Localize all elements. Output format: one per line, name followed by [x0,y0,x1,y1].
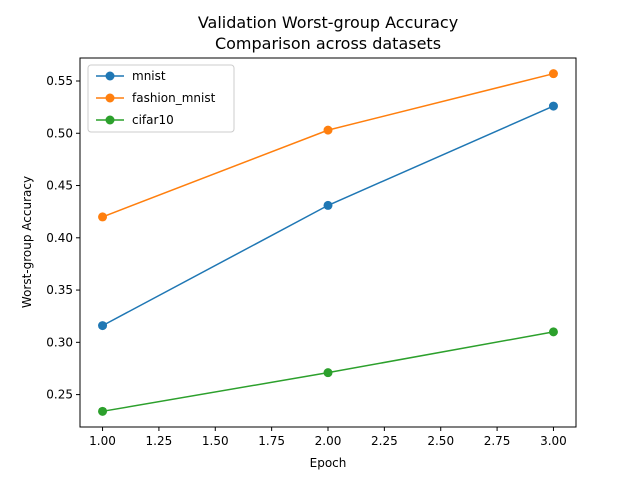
legend-label: cifar10 [132,113,174,127]
x-tick-label: 1.00 [89,434,116,448]
y-tick-label: 0.30 [46,335,73,349]
data-point-mnist [98,321,108,331]
y-tick-label: 0.35 [46,283,73,297]
x-axis-label: Epoch [310,456,347,470]
y-tick-label: 0.25 [46,388,73,402]
data-point-fashion_mnist [323,125,333,135]
x-tick-label: 1.50 [202,434,229,448]
y-tick-label: 0.40 [46,231,73,245]
data-point-cifar10 [548,327,558,337]
data-point-cifar10 [98,406,108,416]
legend-label: fashion_mnist [132,91,216,105]
legend-label: mnist [132,69,166,83]
y-tick-label: 0.45 [46,179,73,193]
legend-swatch-marker [105,115,115,125]
chart-title: Validation Worst-group Accuracy [198,13,458,32]
y-tick-label: 0.55 [46,74,73,88]
x-tick-label: 2.75 [484,434,511,448]
x-tick-label: 1.25 [146,434,173,448]
data-point-fashion_mnist [98,212,108,222]
legend-swatch-marker [105,71,115,81]
legend: mnist fashion_mnist cifar10 [87,64,235,133]
data-point-mnist [323,200,333,210]
x-axis: 1.00 1.25 1.50 1.75 2.00 2.25 2.50 2.75 3.00 [89,427,567,448]
y-tick-label: 0.50 [46,126,73,140]
data-point-cifar10 [323,368,333,378]
data-point-fashion_mnist [548,69,558,79]
series-line-mnist [102,105,554,327]
x-tick-label: 2.00 [315,434,342,448]
y-axis: 0.25 0.30 0.35 0.40 0.45 0.50 0.55 [46,74,80,402]
x-tick-label: 1.75 [258,434,285,448]
x-tick-label: 3.00 [540,434,567,448]
plot-area [98,69,558,416]
x-tick-label: 2.25 [371,434,398,448]
legend-swatch-marker [105,93,115,103]
x-tick-label: 2.50 [427,434,454,448]
chart-subtitle: Comparison across datasets [215,34,441,53]
data-point-mnist [548,101,558,111]
y-axis-label: Worst-group Accuracy [20,176,34,308]
legend-box [87,64,235,133]
